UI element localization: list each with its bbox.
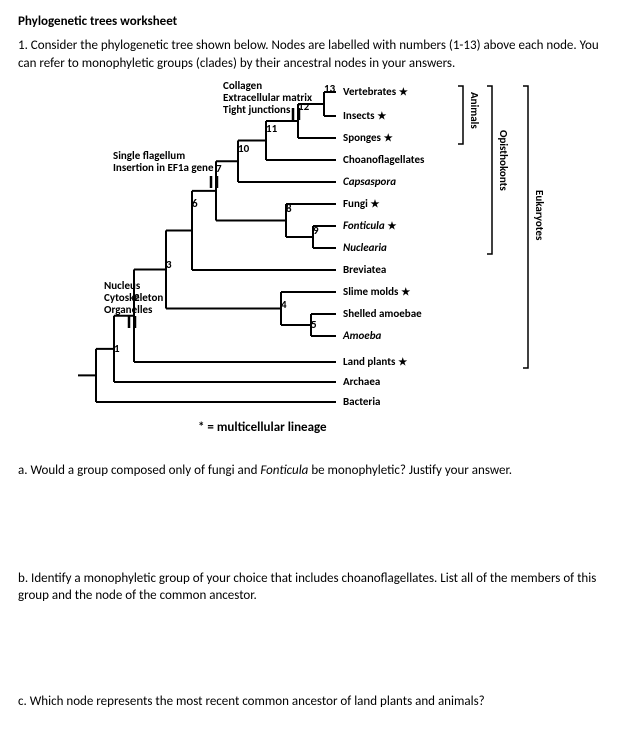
node-number: 13 xyxy=(324,82,335,95)
instructions: 1. Consider the phylogenetic tree shown … xyxy=(18,37,602,72)
phylogenetic-tree: Vertebrates ★ Insects ★ Sponges ★ Choanofla… xyxy=(18,82,583,442)
question-a: a. Would a group composed only of fungi … xyxy=(18,462,602,480)
tip-label: Land plants ★ xyxy=(343,355,407,368)
tip-label: Capsaspora xyxy=(343,175,396,188)
node-number: 9 xyxy=(313,224,319,237)
tip-label: Vertebrates ★ xyxy=(343,85,408,98)
tip-label: Fonticula ★ xyxy=(343,219,396,232)
tip-label: Slime molds ★ xyxy=(343,285,410,298)
trait-label: NucleusCytoskeletonOrganelles xyxy=(104,280,163,316)
node-number: 5 xyxy=(311,318,317,331)
tip-label: Breviatea xyxy=(343,263,386,276)
node-number: 4 xyxy=(281,298,287,311)
tip-label: Insects ★ xyxy=(343,109,386,122)
bracket-label: Eukaryotes xyxy=(533,190,546,240)
question-a-suffix: be monophyletic? Justify your answer. xyxy=(308,463,512,478)
node-number: 7 xyxy=(216,162,222,175)
tip-label: Nuclearia xyxy=(343,241,387,254)
node-number: 3 xyxy=(166,258,172,271)
tip-label: Archaea xyxy=(343,375,380,388)
bracket-label: Animals xyxy=(468,92,481,129)
tip-label: Amoeba xyxy=(343,329,381,342)
question-c: c. Which node represents the most recent… xyxy=(18,693,602,711)
node-number: 8 xyxy=(286,202,292,215)
worksheet-title: Phylogenetic trees worksheet xyxy=(18,14,602,29)
tip-label: Bacteria xyxy=(343,395,380,408)
question-a-prefix: a. Would a group composed only of fungi … xyxy=(18,463,260,478)
question-b: b. Identify a monophyletic group of your… xyxy=(18,570,602,605)
tip-label: Shelled amoebae xyxy=(343,307,422,320)
tip-label: Choanoflagellates xyxy=(343,153,424,166)
question-a-italic: Fonticula xyxy=(260,463,308,478)
legend: * = multicellular lineage xyxy=(198,420,327,435)
tip-label: Fungi ★ xyxy=(343,197,380,210)
bracket-label: Opisthokonts xyxy=(497,130,510,191)
trait-label: CollagenExtracellular matrixTight juncti… xyxy=(223,80,312,116)
node-number: 10 xyxy=(238,142,249,155)
node-number: 6 xyxy=(192,197,198,210)
trait-label: Single flagellumInsertion in EF1a gene xyxy=(113,150,214,174)
node-number: 11 xyxy=(266,122,277,135)
tip-label: Sponges ★ xyxy=(343,131,393,144)
node-number: 1 xyxy=(114,342,120,355)
